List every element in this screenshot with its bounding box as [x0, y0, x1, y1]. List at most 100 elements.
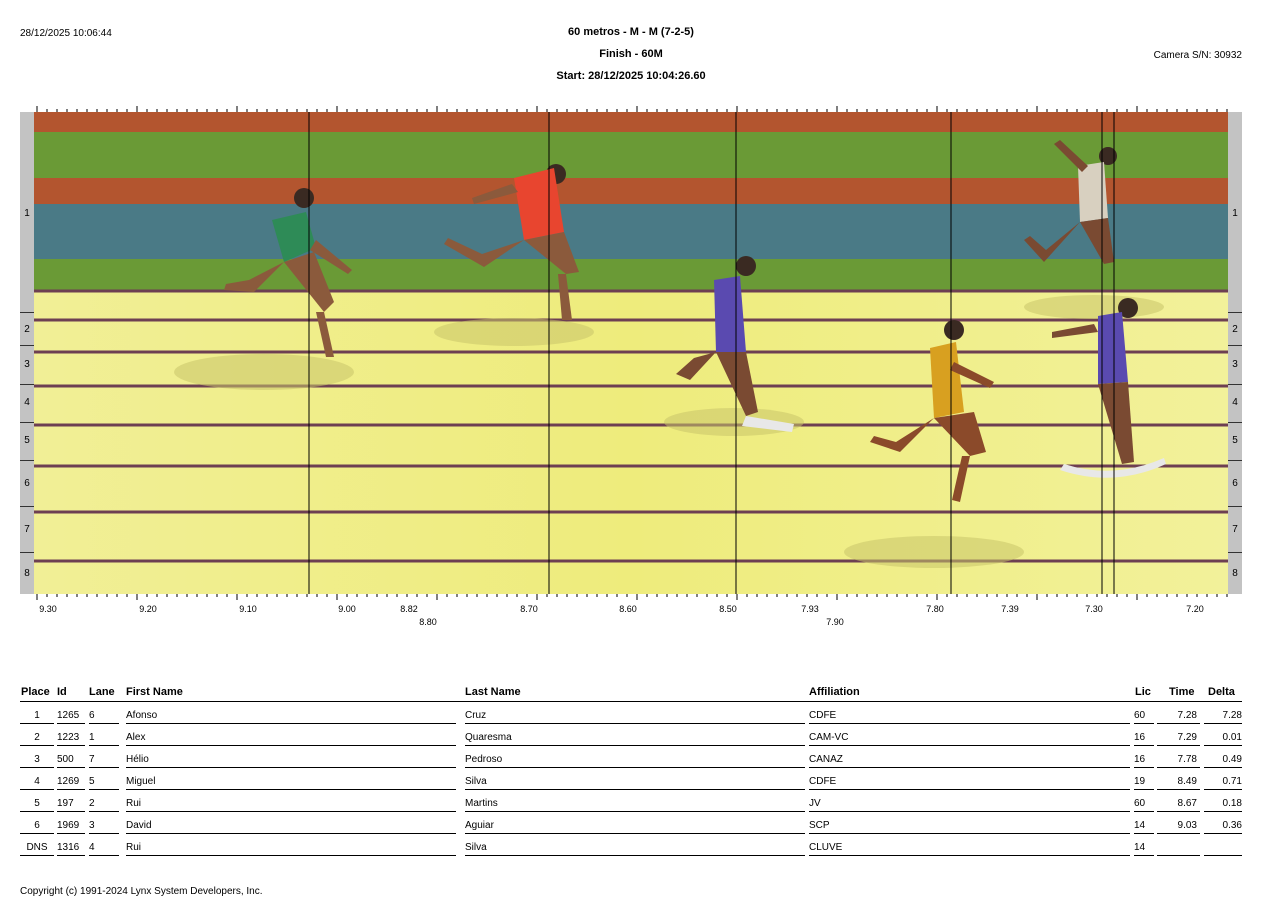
time-tick-label: 7.20 — [1186, 604, 1204, 614]
cell-first: Hélio — [126, 754, 149, 765]
runner-blue-center — [676, 256, 794, 432]
cell-last: Aguiar — [465, 820, 494, 831]
time-tick-label: 8.70 — [520, 604, 538, 614]
photo-finish-image: 1 2 3 4 5 6 7 8 1 2 3 4 5 6 7 8 — [20, 112, 1242, 594]
cell-lane: 1 — [89, 732, 95, 743]
cell-id: 197 — [57, 798, 74, 809]
cell-time: 9.03 — [1177, 820, 1197, 831]
cell-lic: 60 — [1134, 798, 1146, 809]
cell-place: 5 — [34, 798, 40, 809]
cell-place: 2 — [34, 732, 40, 743]
lane-strip-left — [20, 112, 34, 594]
lane-label-right-2: 2 — [1232, 324, 1238, 335]
cell-lic: 19 — [1134, 776, 1146, 787]
cell-delta: 0.71 — [1222, 776, 1242, 787]
cell-aff: CDFE — [809, 776, 837, 787]
runner-orange — [870, 320, 994, 502]
cell-lane: 5 — [89, 776, 95, 787]
camera-serial: Camera S/N: 30932 — [1153, 50, 1242, 61]
finish-label: Finish - 60M — [599, 48, 663, 60]
event-title: 60 metros - M - M (7-2-5) — [568, 26, 694, 38]
lane-label-left-3: 3 — [24, 359, 30, 370]
cell-last: Martins — [465, 798, 498, 809]
cell-lane: 7 — [89, 754, 95, 765]
time-tick-label: 8.82 — [400, 604, 418, 614]
cell-last: Cruz — [465, 710, 487, 721]
cell-time: 8.49 — [1177, 776, 1197, 787]
start-label: Start: 28/12/2025 10:04:26.60 — [556, 70, 706, 82]
cell-last: Pedroso — [465, 754, 503, 765]
time-tick-label: 9.10 — [239, 604, 257, 614]
runner-blue-right — [1052, 298, 1166, 478]
lane-label-left-4: 4 — [24, 397, 30, 408]
lane-label-right-3: 3 — [1232, 359, 1238, 370]
cell-place: 3 — [34, 754, 40, 765]
copyright: Copyright (c) 1991-2024 Lynx System Deve… — [20, 886, 263, 897]
print-timestamp: 28/12/2025 10:06:44 — [20, 28, 112, 39]
cell-lane: 4 — [89, 842, 95, 853]
cell-last: Silva — [465, 776, 487, 787]
col-header-affiliation: Affiliation — [809, 686, 860, 698]
col-header-time: Time — [1169, 686, 1195, 698]
cell-delta: 0.36 — [1222, 820, 1242, 831]
photo-finish-scene — [34, 112, 1228, 594]
time-tick-label: 8.50 — [719, 604, 737, 614]
cell-time: 7.29 — [1177, 732, 1197, 743]
cell-delta: 0.49 — [1222, 754, 1242, 765]
cell-time: 7.78 — [1177, 754, 1197, 765]
cell-delta: 0.01 — [1222, 732, 1242, 743]
cell-delta: 0.18 — [1222, 798, 1242, 809]
time-tick-label: 9.30 — [39, 604, 57, 614]
cell-aff: CAM-VC — [809, 732, 849, 743]
lane-label-left-1: 1 — [24, 208, 30, 219]
time-tick-label: 7.30 — [1085, 604, 1103, 614]
time-tick-label: 7.93 — [801, 604, 819, 614]
cell-id: 500 — [57, 754, 74, 765]
time-tick-label: 8.80 — [419, 617, 437, 627]
col-header-id: Id — [57, 686, 67, 698]
time-tick-label: 8.60 — [619, 604, 637, 614]
cell-first: Miguel — [126, 776, 156, 787]
cell-place: 4 — [34, 776, 40, 787]
col-header-place: Place — [21, 686, 50, 698]
cell-id: 1269 — [57, 776, 80, 787]
cell-id: 1223 — [57, 732, 80, 743]
cell-aff: CDFE — [809, 710, 837, 721]
time-ruler-bottom — [36, 594, 1228, 600]
lane-label-right-7: 7 — [1232, 524, 1238, 535]
lane-label-right-4: 4 — [1232, 397, 1238, 408]
col-header-last-name: Last Name — [465, 686, 521, 698]
cell-place: DNS — [26, 842, 48, 853]
lane-strip-right — [1228, 112, 1242, 594]
lane-label-right-5: 5 — [1232, 435, 1238, 446]
cell-first: Afonso — [126, 710, 158, 721]
lane-label-right-6: 6 — [1232, 478, 1238, 489]
cell-id: 1265 — [57, 710, 80, 721]
cell-aff: SCP — [809, 820, 830, 831]
cell-time: 7.28 — [1177, 710, 1197, 721]
cell-lane: 3 — [89, 820, 95, 831]
cell-aff: CANAZ — [809, 754, 843, 765]
time-tick-label: 7.90 — [826, 617, 844, 627]
cell-lane: 6 — [89, 710, 95, 721]
cell-lic: 16 — [1134, 732, 1146, 743]
time-tick-label: 7.80 — [926, 604, 944, 614]
lane-label-left-8: 8 — [24, 568, 30, 579]
cell-last: Quaresma — [465, 732, 512, 743]
cell-lic: 16 — [1134, 754, 1146, 765]
cell-lic: 14 — [1134, 842, 1146, 853]
cell-first: Alex — [126, 732, 146, 743]
cell-id: 1316 — [57, 842, 80, 853]
time-tick-label: 9.00 — [338, 604, 356, 614]
lane-label-left-7: 7 — [24, 524, 30, 535]
lane-label-left-5: 5 — [24, 435, 30, 446]
cell-lic: 14 — [1134, 820, 1146, 831]
runner-white — [1024, 140, 1117, 264]
cell-first: Rui — [126, 798, 142, 809]
cell-aff: JV — [809, 798, 821, 809]
cell-aff: CLUVE — [809, 842, 843, 853]
cell-first: Rui — [126, 842, 142, 853]
time-tick-label: 7.39 — [1001, 604, 1019, 614]
cell-first: David — [126, 820, 152, 831]
time-ruler-top — [36, 106, 1228, 112]
